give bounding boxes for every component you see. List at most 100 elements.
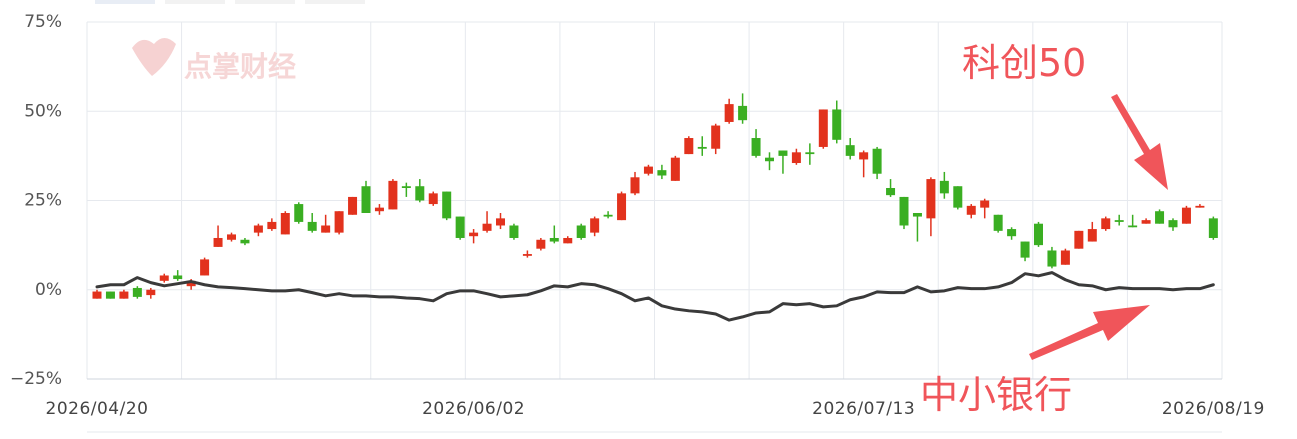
candle-body xyxy=(253,225,263,233)
candle-body xyxy=(294,204,304,222)
candle-body xyxy=(818,109,828,147)
candle-body xyxy=(765,157,774,162)
candle-body xyxy=(738,105,748,121)
y-tick-label: −25% xyxy=(10,369,62,389)
candle-body xyxy=(993,214,1003,231)
candle-body xyxy=(415,186,425,201)
candle-body xyxy=(92,291,102,299)
candle-body xyxy=(657,170,667,176)
candle-body xyxy=(1181,207,1191,224)
line-series xyxy=(95,271,1215,322)
candle-body xyxy=(872,148,882,174)
x-tick-label: 2026/04/20 xyxy=(46,399,149,419)
arrow xyxy=(1029,305,1150,360)
candle-body xyxy=(563,237,573,244)
candle-body xyxy=(899,196,909,226)
candle-body xyxy=(711,125,721,149)
candle-body xyxy=(105,291,115,299)
candle-body xyxy=(684,138,694,155)
candle-body xyxy=(482,223,492,231)
watermark-text: 点掌财经 xyxy=(184,50,296,83)
plot xyxy=(92,93,1218,322)
arrow xyxy=(1111,94,1168,190)
candle-body xyxy=(953,186,963,208)
candle-body xyxy=(1074,230,1084,249)
candle-body xyxy=(617,193,627,221)
candle-body xyxy=(1060,250,1070,265)
candle-body xyxy=(1020,241,1030,258)
candle-body xyxy=(401,186,411,189)
candle-body xyxy=(630,177,640,194)
candle-body xyxy=(428,193,438,205)
x-tick-label: 2026/06/02 xyxy=(422,399,525,419)
candle-body xyxy=(643,166,653,174)
annotation: 中小银行 xyxy=(920,373,1072,417)
candle-body xyxy=(1101,218,1111,230)
candle-body xyxy=(334,211,344,233)
tab xyxy=(165,0,225,4)
annotation: 科创50 xyxy=(962,41,1086,85)
candle-body xyxy=(267,221,277,230)
candle-body xyxy=(791,152,801,164)
candle-body xyxy=(845,145,855,156)
candle-body xyxy=(886,188,896,196)
candle-body xyxy=(670,157,680,181)
candle-body xyxy=(119,291,129,299)
candle-body xyxy=(227,234,236,240)
candle-body xyxy=(778,150,788,156)
candle-body xyxy=(173,275,183,280)
candle-body xyxy=(926,179,936,219)
candle-body xyxy=(1141,220,1151,224)
y-tick-label: 75% xyxy=(24,12,62,32)
watermark-logo xyxy=(132,38,176,76)
candle-body xyxy=(321,225,331,233)
x-tick-label: 2026/08/19 xyxy=(1162,399,1265,419)
candle-body xyxy=(1128,225,1138,228)
candle-body xyxy=(576,225,586,238)
candle-body xyxy=(1047,250,1057,267)
candle-body xyxy=(966,205,976,215)
candle-body xyxy=(522,254,532,256)
candle-body xyxy=(832,109,842,140)
candle-body xyxy=(939,180,949,194)
candle-body xyxy=(213,237,223,247)
candle-body xyxy=(159,275,169,281)
candle-body xyxy=(1007,229,1017,237)
candle-body xyxy=(980,200,990,208)
candle-body xyxy=(1168,220,1178,228)
candle-body xyxy=(240,239,250,244)
candle-body xyxy=(1114,220,1124,222)
candle-body xyxy=(1195,205,1205,208)
candle-body xyxy=(496,218,505,226)
candle-body xyxy=(455,216,465,238)
candle-body xyxy=(442,191,452,219)
grid xyxy=(86,21,1223,380)
candle-body xyxy=(859,152,869,160)
y-tick-label: 50% xyxy=(24,101,62,121)
tab xyxy=(305,0,365,4)
y-tick-label: 25% xyxy=(24,191,62,211)
x-tick-label: 2026/07/13 xyxy=(812,399,915,419)
candle-body xyxy=(132,287,142,297)
candle-body xyxy=(348,196,358,215)
candle-body xyxy=(1208,218,1218,238)
candle-body xyxy=(1034,223,1043,246)
candle-body xyxy=(200,259,210,276)
candle-body xyxy=(751,138,761,156)
candle-body xyxy=(469,232,479,237)
candle-body xyxy=(805,152,815,155)
candle-body xyxy=(724,104,734,122)
candle-body xyxy=(361,186,371,213)
y-tick-label: 0% xyxy=(35,280,62,300)
candle-body xyxy=(509,225,519,238)
candle-body xyxy=(1155,211,1165,224)
tab xyxy=(95,0,155,4)
candle-body xyxy=(186,280,196,287)
candle-body xyxy=(146,289,156,296)
candle-body xyxy=(307,221,317,231)
candle-body xyxy=(603,214,613,217)
watermark: 点掌财经 xyxy=(132,38,296,83)
tab xyxy=(235,0,295,4)
candle-body xyxy=(536,239,546,249)
